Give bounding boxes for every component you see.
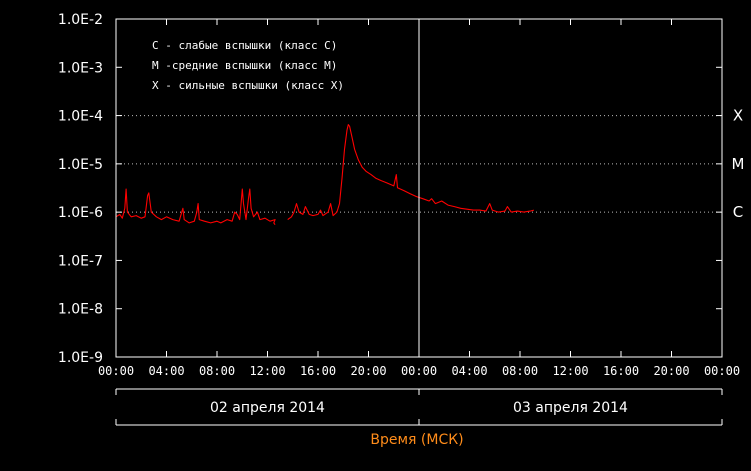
x-tick-label: 00:00	[704, 364, 740, 378]
y-tick-label: 1.0E-8	[58, 302, 103, 318]
x-tick-label: 12:00	[249, 364, 285, 378]
flux-series-line-segment-1	[115, 188, 276, 226]
x-tick-label: 08:00	[199, 364, 235, 378]
x-tick-label: 00:00	[401, 364, 437, 378]
axis-layer: X M C 1.0E-9 1.0E-8 1.0E-7 1.0E-6 1.0E-5 1.0E-4 1…	[58, 12, 745, 378]
x-tick-label: 04:00	[451, 364, 487, 378]
y-tick-label: 1.0E-5	[58, 157, 103, 173]
y-tick-label: 1.0E-9	[58, 350, 103, 366]
legend-entry-m: M -средние вспышки (класс M)	[152, 59, 337, 72]
date-axis: 02 апреля 2014 03 апреля 2014	[115, 388, 723, 426]
class-label-c: C	[733, 203, 743, 221]
x-tick-label: 20:00	[350, 364, 386, 378]
x-tick-label: 16:00	[603, 364, 639, 378]
y-tick-label: 1.0E-2	[58, 12, 103, 28]
class-label-m: M	[732, 155, 745, 173]
grid-layer	[116, 115, 722, 213]
x-tick-label: 16:00	[300, 364, 336, 378]
y-tick-label: 1.0E-4	[58, 109, 103, 125]
x-tick-label: 20:00	[653, 364, 689, 378]
x-axis-label: Время (МСК)	[370, 432, 463, 448]
x-tick-label: 00:00	[98, 364, 134, 378]
legend-entry-x: X - сильные вспышки (класс X)	[152, 79, 344, 92]
legend-entry-c: C - слабые вспышки (класс C)	[152, 39, 337, 52]
date-label: 02 апреля 2014	[210, 400, 325, 416]
y-tick-label: 1.0E-7	[58, 253, 103, 269]
x-tick-label: 08:00	[502, 364, 538, 378]
x-tick-label: 04:00	[148, 364, 184, 378]
y-tick-label: 1.0E-3	[58, 60, 103, 76]
legend: C - слабые вспышки (класс C) M -средние …	[152, 39, 344, 92]
y-tick-label: 1.0E-6	[58, 205, 103, 221]
class-label-x: X	[733, 107, 743, 125]
flux-series-line-segment-2	[287, 124, 535, 221]
x-tick-label: 12:00	[552, 364, 588, 378]
date-label: 03 апреля 2014	[513, 400, 628, 416]
data-layer	[115, 124, 535, 226]
